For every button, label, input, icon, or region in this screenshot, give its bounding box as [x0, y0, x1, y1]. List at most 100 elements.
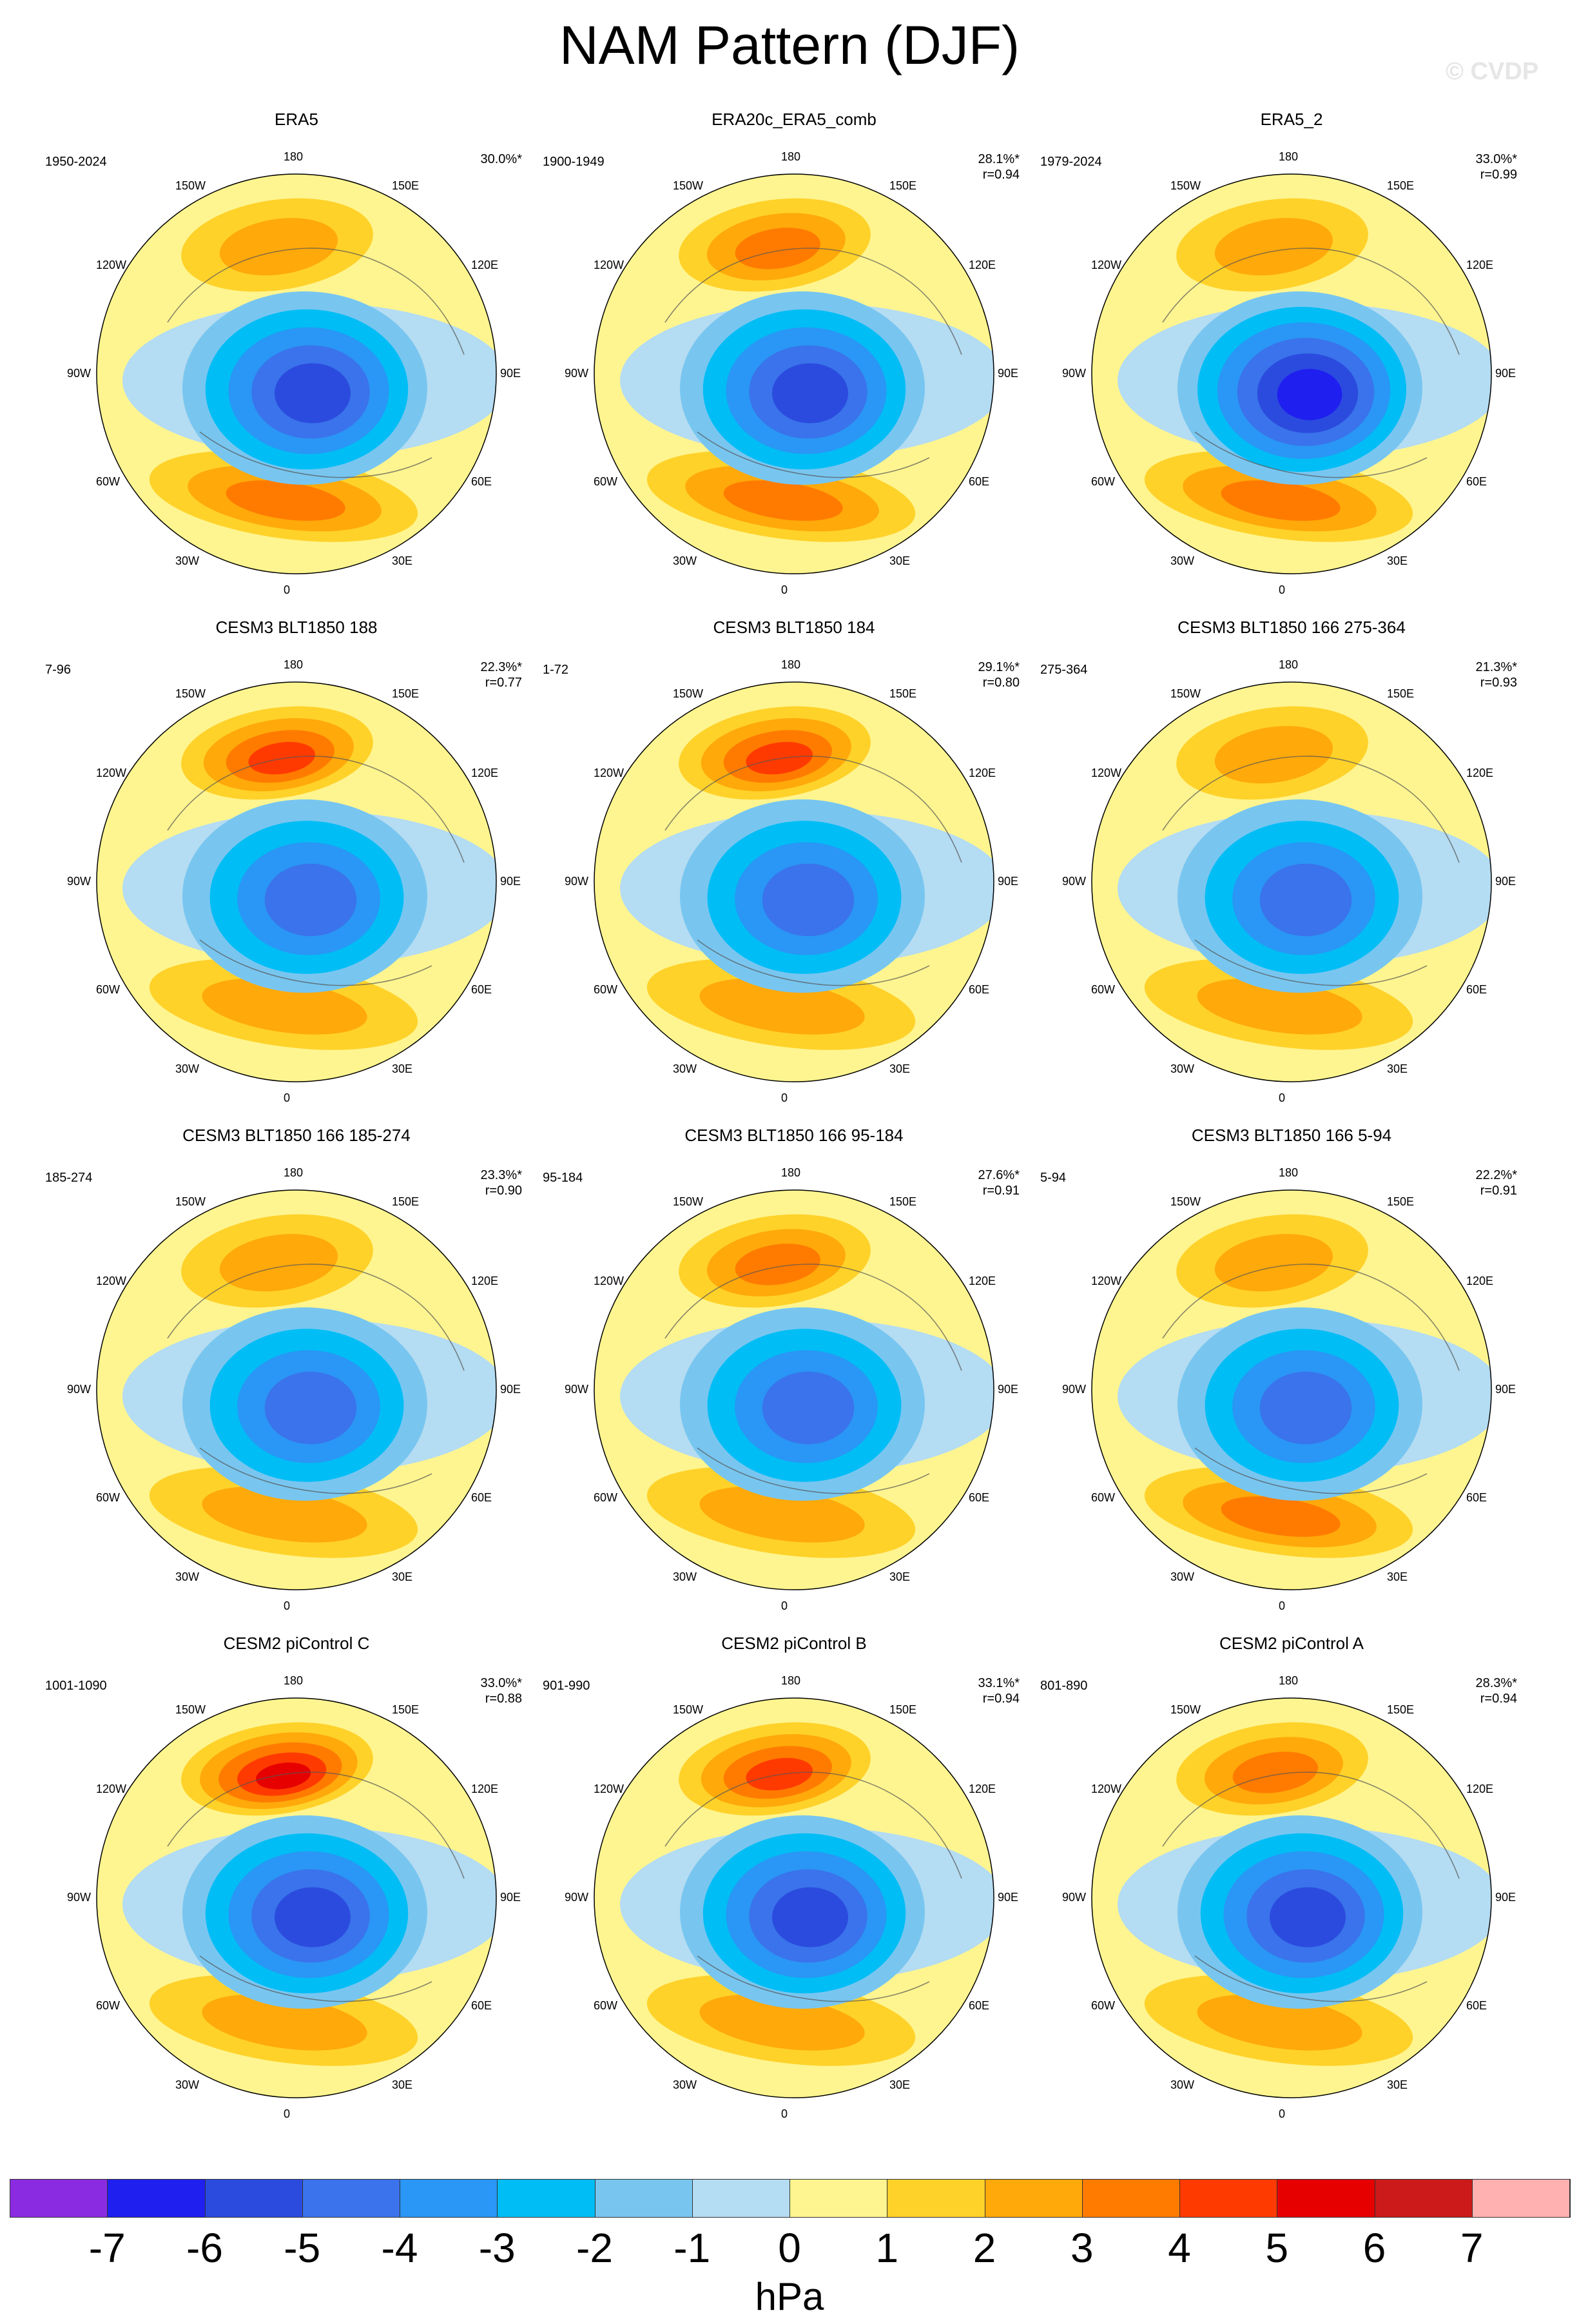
arctic-low-contour	[772, 363, 848, 424]
colorbar-tick-label: 5	[1265, 2225, 1289, 2271]
colorbar-tick-label: 3	[1070, 2225, 1094, 2271]
longitude-label: 150W	[673, 1703, 704, 1716]
panel-period: 5-94	[1040, 1171, 1067, 1185]
map-outline	[1091, 681, 1492, 1082]
polar-map	[594, 681, 994, 1082]
longitude-label: 120W	[1091, 259, 1122, 271]
longitude-label: 90W	[1062, 1383, 1087, 1396]
panel-variance: 22.2%*	[1475, 1168, 1518, 1182]
longitude-label: 30E	[392, 2078, 413, 2091]
arctic-low-contour	[1277, 369, 1342, 420]
colorbar-swatch	[205, 2180, 303, 2217]
longitude-label: 0	[284, 1091, 291, 1104]
colorbar-tick-label: -3	[478, 2225, 516, 2271]
longitude-label: 120W	[1091, 767, 1122, 779]
panel-variance: 22.3%*	[480, 660, 523, 674]
coastlines	[664, 1772, 962, 2002]
atlantic-high-contour	[723, 480, 843, 521]
panel-variance: 27.6%*	[978, 1168, 1020, 1182]
colorbar-tick-label: 1	[875, 2225, 899, 2271]
longitude-label: 60E	[1466, 983, 1487, 996]
longitude-label: 120W	[1091, 1782, 1122, 1795]
atlantic-high-contour	[202, 1486, 367, 1543]
colorbar-tick-label: -5	[284, 2225, 321, 2271]
longitude-label: 120E	[1466, 1274, 1494, 1287]
longitude-label: 30W	[673, 554, 697, 567]
map-outline	[1091, 1697, 1492, 2098]
longitude-label: 30E	[1387, 1062, 1408, 1075]
colorbar-swatch	[400, 2180, 498, 2217]
longitude-label: 60E	[1466, 1999, 1487, 2012]
longitude-label: 90E	[1495, 1891, 1516, 1904]
longitude-label: 150W	[175, 687, 206, 700]
map-outline	[594, 173, 994, 574]
longitude-label: 150W	[175, 179, 206, 192]
panel-title: CESM3 BLT1850 188	[215, 618, 378, 637]
longitude-label: 30E	[392, 1570, 413, 1583]
colorbar-tick-label: -1	[673, 2225, 711, 2271]
longitude-label: 90W	[565, 1891, 589, 1904]
longitude-label: 60W	[594, 475, 618, 488]
panel-variance: 29.1%*	[978, 660, 1020, 674]
longitude-label: 90E	[998, 1383, 1019, 1396]
longitude-label: 60W	[594, 1999, 618, 2012]
arctic-low-contour	[1259, 863, 1352, 937]
colorbar-tick-label: -7	[88, 2225, 126, 2271]
panel-title: CESM2 piControl A	[1219, 1634, 1364, 1653]
longitude-label: 0	[781, 1599, 788, 1612]
map-panel: CESM3 BLT1850 166 275-364 275-364 21.3%* r=…	[1040, 618, 1543, 1127]
atlantic-high-contour	[699, 978, 865, 1035]
longitude-label: 90E	[998, 367, 1019, 380]
longitude-label: 90E	[500, 367, 521, 380]
longitude-label: 0	[1279, 1091, 1286, 1104]
atlantic-high-contour	[226, 480, 345, 521]
watermark: © CVDP	[1446, 58, 1539, 85]
panel-correlation: r=0.94	[1480, 1692, 1517, 1706]
pacific-high-contour	[1214, 218, 1333, 276]
longitude-label: 120W	[96, 1782, 127, 1795]
map-outline	[1091, 1189, 1492, 1590]
colorbar	[10, 2179, 1571, 2218]
panel-title: CESM3 BLT1850 184	[713, 618, 875, 637]
map-panel: ERA20c_ERA5_comb 1900-1949 28.1%* r=0.94 180…	[543, 110, 1045, 619]
longitude-label: 30E	[889, 1062, 911, 1075]
map-outline	[96, 173, 497, 574]
longitude-label: 150E	[889, 1195, 917, 1208]
longitude-label: 180	[1279, 1166, 1299, 1179]
panel-correlation: r=0.94	[982, 168, 1020, 182]
colorbar-tick-label: 7	[1460, 2225, 1484, 2271]
map-panel: CESM3 BLT1850 188 7-96 22.3%* r=0.77 180 150E…	[45, 618, 548, 1127]
panel-period: 901-990	[543, 1679, 590, 1693]
colorbar-swatch	[498, 2180, 596, 2217]
longitude-label: 150W	[1170, 1703, 1201, 1716]
arctic-low-contour	[264, 1371, 357, 1445]
longitude-label: 60E	[968, 475, 990, 488]
longitude-label: 120E	[1466, 1782, 1494, 1795]
longitude-label: 120E	[1466, 767, 1494, 779]
atlantic-high-contour	[1221, 1496, 1341, 1537]
atlantic-high-contour	[1197, 978, 1362, 1035]
colorbar-tick-label: 4	[1168, 2225, 1191, 2271]
longitude-label: 90E	[500, 1891, 521, 1904]
longitude-label: 90W	[67, 367, 92, 380]
longitude-label: 90E	[998, 875, 1019, 888]
longitude-label: 60E	[470, 983, 492, 996]
longitude-label: 60W	[96, 983, 121, 996]
longitude-label: 90E	[1495, 1383, 1516, 1396]
longitude-label: 120W	[594, 259, 625, 271]
longitude-label: 120E	[968, 767, 996, 779]
map-outline	[594, 681, 994, 1082]
coastlines	[664, 248, 962, 478]
longitude-label: 60W	[1091, 983, 1116, 996]
longitude-label: 150W	[673, 687, 704, 700]
coastlines	[1162, 756, 1460, 986]
colorbar-swatch	[595, 2180, 693, 2217]
longitude-label: 30E	[1387, 1570, 1408, 1583]
longitude-label: 150W	[1170, 1195, 1201, 1208]
polar-map	[96, 173, 497, 574]
panel-period: 275-364	[1040, 663, 1088, 677]
coastlines	[167, 756, 465, 986]
longitude-label: 30W	[1170, 554, 1195, 567]
longitude-label: 180	[284, 150, 304, 163]
pacific-high-contour	[735, 228, 820, 269]
